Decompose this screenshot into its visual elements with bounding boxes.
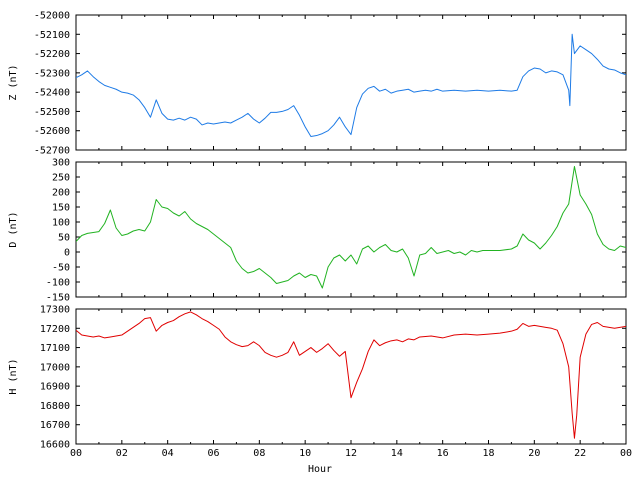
y-tick-label: -52200	[34, 49, 70, 60]
y-tick-label: 16700	[40, 420, 70, 431]
y-tick-label: -52300	[34, 68, 70, 79]
panel-frame	[75, 161, 627, 298]
y-tick-label: 16900	[40, 382, 70, 393]
series-line-d	[76, 166, 626, 289]
x-tick-label: 08	[253, 448, 265, 459]
y-tick-label: 200	[52, 188, 70, 199]
panel-z: -52000 -52100 -52200 -52300 -52400 -52500 -526…	[8, 11, 627, 157]
x-tick-label: 22	[574, 448, 586, 459]
y-tick-label: 0	[64, 248, 70, 259]
y-tick-label: -150	[46, 293, 70, 304]
y-tick-label: -52100	[34, 30, 70, 41]
y-tick-label: 16600	[40, 440, 70, 451]
y-tick-label: 17100	[40, 343, 70, 354]
y-axis-label: H (nT)	[8, 358, 19, 394]
y-tick-label: -100	[46, 278, 70, 289]
x-tick-label: 12	[345, 448, 357, 459]
y-tick-label: 17300	[40, 305, 70, 316]
y-tick-label: 17000	[40, 362, 70, 373]
x-tick-label: 18	[482, 448, 494, 459]
y-tick-label: 50	[58, 233, 70, 244]
series-line-h	[76, 311, 626, 439]
chart-panels: -52000 -52100 -52200 -52300 -52400 -52500 -526…	[8, 11, 627, 451]
panel-h: 17300 17200 17100 17000 16900 16800 16700 16600…	[8, 305, 627, 451]
y-tick-label: -52000	[34, 11, 70, 22]
x-tick-label: 20	[528, 448, 540, 459]
y-tick-label: 100	[52, 218, 70, 229]
panel-frame	[75, 14, 627, 151]
x-tick-label: 16	[437, 448, 449, 459]
y-tick-label: 17200	[40, 324, 70, 335]
x-tick-label: 00	[620, 448, 632, 459]
x-tick-label: 14	[391, 448, 403, 459]
y-axis-label: D (nT)	[8, 211, 19, 247]
panel-d: 300 250 200 150 100 50 0 -50 -100 -150 D (nT)	[8, 158, 627, 304]
x-tick-label: 02	[116, 448, 128, 459]
y-tick-label: 16800	[40, 401, 70, 412]
y-tick-label: -52500	[34, 107, 70, 118]
series-line-z	[76, 33, 626, 137]
x-axis: 00 02 04 06 08 10 12 14 16 18 20 22 00	[70, 448, 632, 459]
y-tick-label: -52400	[34, 88, 70, 99]
y-tick-label: 250	[52, 173, 70, 184]
x-axis-label: Hour	[308, 464, 332, 475]
y-tick-label: 300	[52, 158, 70, 169]
x-tick-label: 00	[70, 448, 82, 459]
x-tick-label: 04	[162, 448, 174, 459]
y-tick-label: -52700	[34, 146, 70, 157]
y-tick-label: -52600	[34, 126, 70, 137]
y-tick-label: 150	[52, 203, 70, 214]
y-axis-label: Z (nT)	[8, 64, 19, 100]
x-tick-label: 06	[207, 448, 219, 459]
x-tick-label: 10	[299, 448, 311, 459]
y-tick-label: -50	[52, 263, 70, 274]
